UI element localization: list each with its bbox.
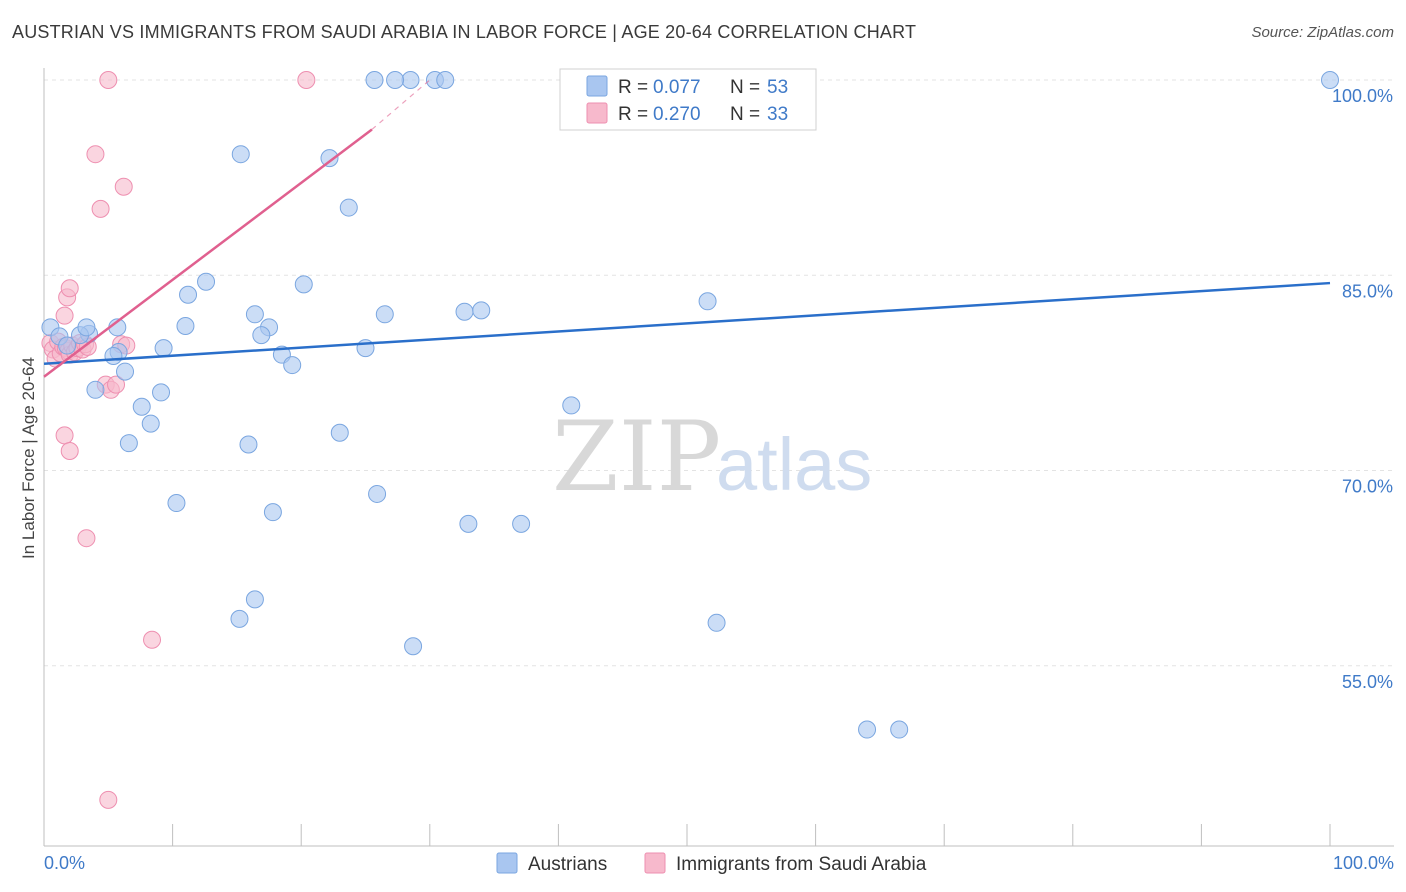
- point-austrians-2: [58, 336, 77, 355]
- correlation-legend: R = 0.077 N = 53 R = 0.270 N = 33: [559, 68, 817, 131]
- point-austrians-5: [77, 318, 96, 337]
- x-tick-label-right: 100.0%: [1333, 853, 1394, 873]
- point-austrians-14: [176, 317, 195, 336]
- point-saudi-arabia-32: [99, 71, 118, 89]
- axes: [43, 68, 1394, 847]
- point-saudi-arabia-16: [55, 306, 74, 325]
- point-austrians-44: [472, 301, 491, 320]
- trend-line-saudi-arabia-extension: [371, 79, 431, 130]
- point-austrians-29: [230, 609, 249, 628]
- point-austrians-46: [512, 514, 531, 533]
- bottom-legend-label-saudi-arabia: Immigrants from Saudi Arabia: [676, 854, 927, 875]
- y-axis-label: In Labor Force | Age 20-64: [19, 357, 38, 559]
- legend-r-label-saudi-arabia: R =: [618, 104, 648, 125]
- legend-r-label-austrians: R =: [618, 77, 648, 98]
- point-austrians-51: [707, 613, 726, 632]
- bottom-legend-swatch-austrians: [496, 852, 518, 874]
- point-austrians-53: [890, 720, 909, 739]
- point-austrians-41: [401, 71, 420, 89]
- point-austrians-9: [116, 362, 135, 381]
- watermark: ZIP atlas: [552, 401, 872, 513]
- point-austrians-54: [1321, 71, 1339, 89]
- point-austrians-30: [320, 149, 339, 168]
- legend-n-value-austrians: 53: [767, 77, 788, 98]
- point-austrians-45: [459, 514, 478, 533]
- point-austrians-16: [152, 383, 171, 402]
- legend-n-label-saudi-arabia: N =: [730, 104, 760, 125]
- legend-swatch-saudi-arabia: [586, 102, 608, 124]
- point-saudi-arabia-28: [77, 529, 96, 548]
- watermark-zip: ZIP: [552, 401, 721, 513]
- watermark-atlas: atlas: [716, 423, 872, 506]
- point-austrians-7: [104, 346, 123, 365]
- point-austrians-20: [231, 145, 250, 164]
- point-austrians-12: [179, 285, 198, 304]
- point-saudi-arabia-27: [60, 441, 79, 460]
- point-saudi-arabia-29: [143, 630, 162, 649]
- trend-lines: [43, 79, 1331, 378]
- point-austrians-25: [283, 356, 302, 375]
- point-austrians-19: [167, 494, 186, 513]
- point-austrians-28: [245, 590, 264, 609]
- y-tick-label-0: 100.0%: [1332, 86, 1393, 106]
- point-saudi-arabia-31: [114, 177, 133, 196]
- point-austrians-35: [330, 423, 349, 442]
- point-austrians-40: [365, 71, 384, 89]
- point-austrians-39: [436, 71, 455, 89]
- x-tick-label-left: 0.0%: [44, 853, 85, 873]
- point-saudi-arabia-18: [60, 279, 79, 298]
- point-austrians-27: [263, 503, 282, 522]
- chart-title: AUSTRIAN VS IMMIGRANTS FROM SAUDI ARABIA…: [12, 22, 917, 42]
- point-austrians-33: [375, 305, 394, 324]
- point-austrians-15: [154, 339, 173, 358]
- point-austrians-26: [239, 435, 258, 454]
- point-austrians-47: [562, 396, 581, 415]
- point-austrians-18: [119, 434, 138, 453]
- point-saudi-arabia-30: [99, 790, 118, 809]
- point-austrians-52: [858, 720, 877, 739]
- point-austrians-32: [294, 275, 313, 294]
- bottom-legend-label-austrians: Austrians: [528, 854, 607, 875]
- y-tick-labels: 100.0% 85.0% 70.0% 55.0%: [1332, 86, 1393, 692]
- point-saudi-arabia-26: [55, 426, 74, 445]
- legend-n-label-austrians: N =: [730, 77, 760, 98]
- data-points: [41, 71, 1339, 809]
- bottom-legend-swatch-saudi-arabia: [644, 852, 666, 874]
- point-austrians-11: [132, 397, 151, 416]
- y-tick-label-1: 85.0%: [1342, 281, 1393, 301]
- legend-r-value-austrians: 0.077: [653, 77, 701, 98]
- trend-line-austrians: [43, 281, 1331, 366]
- point-saudi-arabia-20: [91, 199, 110, 218]
- legend-n-value-saudi-arabia: 33: [767, 104, 788, 125]
- legend-r-value-saudi-arabia: 0.270: [653, 104, 701, 125]
- x-ticks: [43, 824, 1331, 846]
- y-tick-label-3: 55.0%: [1342, 672, 1393, 692]
- trend-line-saudi-arabia: [43, 128, 373, 378]
- point-austrians-36: [368, 484, 387, 503]
- point-austrians-17: [141, 414, 160, 433]
- y-tick-label-2: 70.0%: [1342, 477, 1393, 497]
- series-legend: Austrians Immigrants from Saudi Arabia: [496, 852, 927, 875]
- point-saudi-arabia-33: [297, 71, 316, 89]
- point-austrians-31: [339, 198, 358, 217]
- point-austrians-13: [197, 272, 216, 291]
- point-austrians-50: [698, 292, 717, 311]
- grid-lines: [44, 79, 1394, 667]
- point-austrians-23: [252, 326, 271, 345]
- point-saudi-arabia-23: [107, 375, 126, 394]
- chart-source: Source: ZipAtlas.com: [1251, 24, 1394, 41]
- point-austrians-37: [404, 637, 423, 656]
- point-austrians-10: [86, 380, 105, 399]
- legend-swatch-austrians: [586, 75, 608, 97]
- point-austrians-42: [386, 71, 405, 89]
- point-saudi-arabia-19: [86, 145, 105, 164]
- point-austrians-21: [245, 305, 264, 324]
- point-austrians-43: [455, 302, 474, 321]
